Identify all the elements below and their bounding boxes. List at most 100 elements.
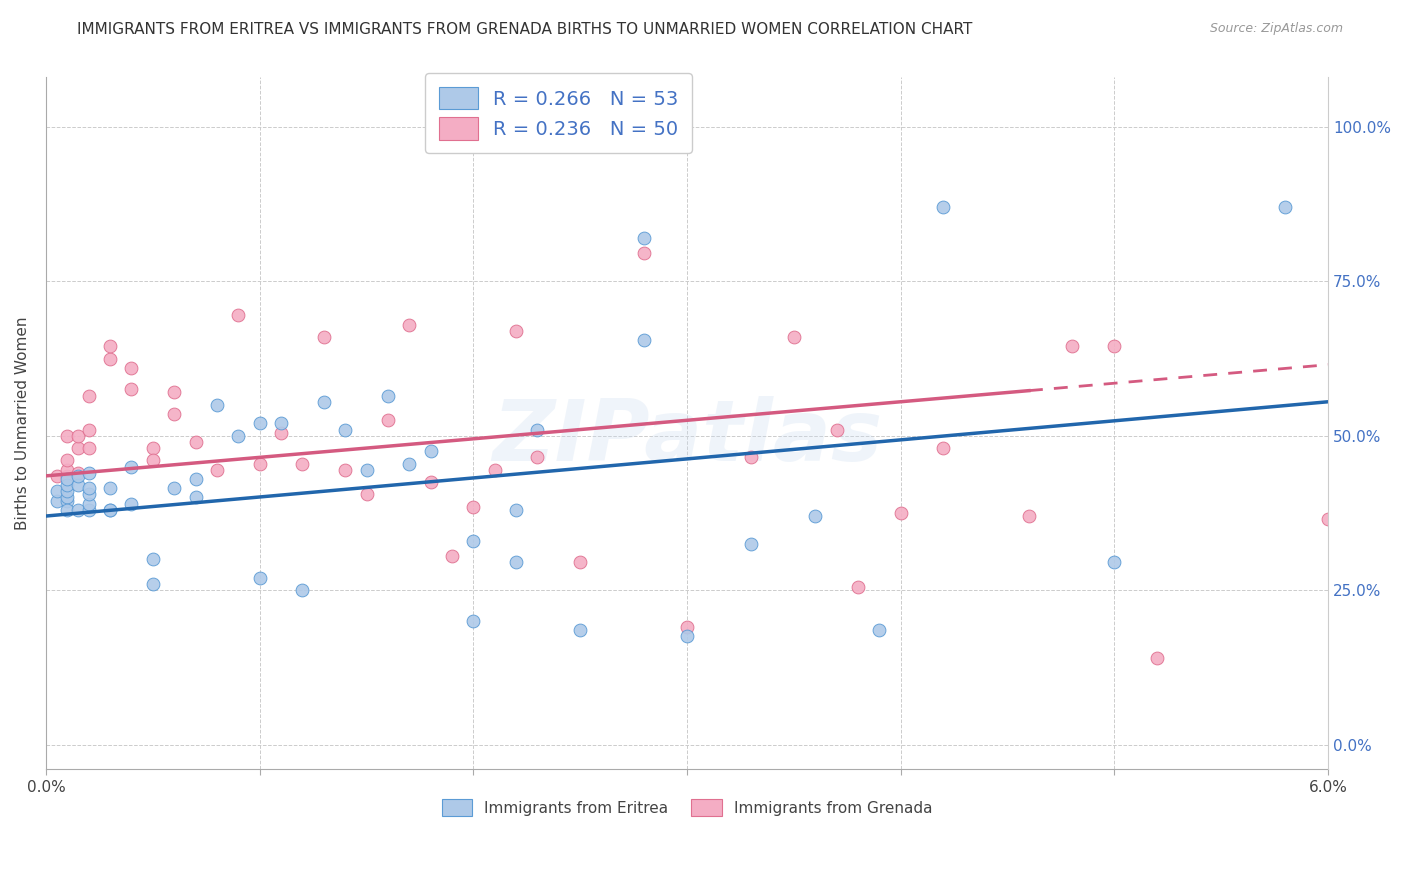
Point bbox=[932, 441, 955, 455]
Point bbox=[932, 200, 955, 214]
Point bbox=[142, 441, 165, 455]
Point bbox=[356, 463, 378, 477]
Point bbox=[66, 428, 89, 442]
Text: Source: ZipAtlas.com: Source: ZipAtlas.com bbox=[1209, 22, 1343, 36]
Point bbox=[270, 417, 292, 431]
Legend: Immigrants from Eritrea, Immigrants from Grenada: Immigrants from Eritrea, Immigrants from… bbox=[434, 791, 941, 824]
Point bbox=[1104, 555, 1126, 569]
Point bbox=[1104, 339, 1126, 353]
Y-axis label: Births to Unmarried Women: Births to Unmarried Women bbox=[15, 317, 30, 530]
Point bbox=[77, 487, 100, 501]
Point bbox=[56, 478, 79, 492]
Point bbox=[120, 497, 142, 511]
Point bbox=[633, 231, 655, 245]
Point bbox=[633, 246, 655, 260]
Point bbox=[163, 481, 186, 495]
Point bbox=[526, 423, 548, 437]
Point bbox=[633, 333, 655, 347]
Point bbox=[377, 388, 399, 402]
Point bbox=[45, 484, 67, 499]
Point bbox=[184, 491, 207, 505]
Point bbox=[398, 318, 420, 332]
Point bbox=[45, 493, 67, 508]
Point bbox=[676, 620, 699, 634]
Point bbox=[66, 468, 89, 483]
Point bbox=[1060, 339, 1083, 353]
Point bbox=[98, 351, 121, 366]
Point bbox=[120, 360, 142, 375]
Point bbox=[98, 503, 121, 517]
Point bbox=[398, 457, 420, 471]
Point bbox=[98, 339, 121, 353]
Text: ZIPatlas: ZIPatlas bbox=[492, 396, 882, 479]
Point bbox=[142, 552, 165, 566]
Point bbox=[56, 453, 79, 467]
Point bbox=[56, 493, 79, 508]
Point bbox=[868, 624, 890, 638]
Point bbox=[249, 457, 271, 471]
Point bbox=[142, 453, 165, 467]
Point bbox=[676, 630, 699, 644]
Point bbox=[463, 500, 485, 514]
Point bbox=[120, 383, 142, 397]
Point bbox=[56, 468, 79, 483]
Point bbox=[249, 571, 271, 585]
Point bbox=[205, 398, 228, 412]
Point bbox=[377, 413, 399, 427]
Point bbox=[1146, 651, 1168, 665]
Point bbox=[333, 463, 356, 477]
Point bbox=[312, 394, 335, 409]
Point bbox=[56, 472, 79, 486]
Point bbox=[569, 624, 592, 638]
Point bbox=[120, 459, 142, 474]
Point bbox=[846, 580, 869, 594]
Point bbox=[569, 555, 592, 569]
Point bbox=[66, 466, 89, 480]
Point bbox=[66, 503, 89, 517]
Point bbox=[419, 444, 441, 458]
Point bbox=[77, 497, 100, 511]
Point bbox=[98, 503, 121, 517]
Point bbox=[77, 481, 100, 495]
Point bbox=[77, 388, 100, 402]
Point bbox=[142, 577, 165, 591]
Point bbox=[505, 503, 527, 517]
Point bbox=[56, 503, 79, 517]
Point bbox=[419, 475, 441, 489]
Point bbox=[66, 478, 89, 492]
Point bbox=[184, 472, 207, 486]
Point bbox=[270, 425, 292, 440]
Point bbox=[77, 503, 100, 517]
Point bbox=[312, 330, 335, 344]
Point bbox=[56, 428, 79, 442]
Point bbox=[291, 457, 314, 471]
Point bbox=[56, 484, 79, 499]
Point bbox=[1317, 512, 1340, 526]
Point bbox=[163, 385, 186, 400]
Point bbox=[356, 487, 378, 501]
Point bbox=[226, 308, 249, 322]
Point bbox=[1018, 509, 1040, 524]
Point bbox=[77, 466, 100, 480]
Point bbox=[333, 423, 356, 437]
Point bbox=[1274, 200, 1296, 214]
Point bbox=[463, 614, 485, 628]
Point bbox=[505, 324, 527, 338]
Point bbox=[291, 583, 314, 598]
Point bbox=[484, 463, 506, 477]
Point bbox=[804, 509, 827, 524]
Point bbox=[56, 491, 79, 505]
Point bbox=[184, 434, 207, 449]
Point bbox=[825, 423, 848, 437]
Point bbox=[77, 423, 100, 437]
Point bbox=[98, 481, 121, 495]
Point bbox=[505, 555, 527, 569]
Point bbox=[526, 450, 548, 465]
Point bbox=[783, 330, 806, 344]
Point bbox=[45, 468, 67, 483]
Point bbox=[463, 533, 485, 548]
Point bbox=[249, 417, 271, 431]
Point bbox=[440, 549, 463, 564]
Text: IMMIGRANTS FROM ERITREA VS IMMIGRANTS FROM GRENADA BIRTHS TO UNMARRIED WOMEN COR: IMMIGRANTS FROM ERITREA VS IMMIGRANTS FR… bbox=[77, 22, 973, 37]
Point bbox=[740, 537, 762, 551]
